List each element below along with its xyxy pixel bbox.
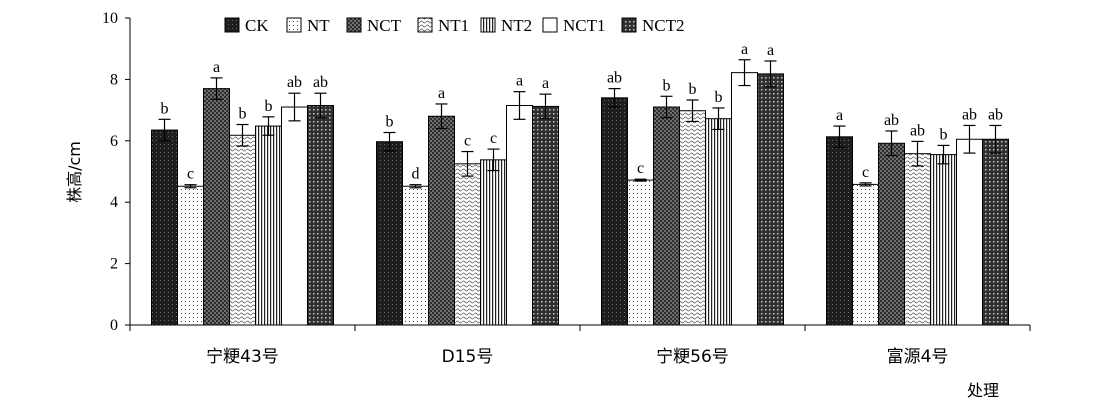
legend-label-nct: NCT <box>367 16 402 35</box>
significance-label: a <box>542 75 549 92</box>
x-category-label: 富源4号 <box>887 347 949 367</box>
bar-nct-0 <box>203 88 230 326</box>
legend-swatch-nct2 <box>621 17 637 33</box>
x-category-label: D15号 <box>442 347 494 367</box>
bar-ck-3 <box>826 136 853 326</box>
significance-label: b <box>239 106 247 123</box>
x-axis-title: 处理 <box>967 381 999 400</box>
significance-label: ab <box>910 122 925 139</box>
bars-layer <box>151 59 1009 326</box>
significance-label: ab <box>884 112 899 129</box>
legend-swatch-nct1 <box>542 17 558 33</box>
significance-label: a <box>836 107 843 124</box>
bar-nt-1 <box>402 185 429 326</box>
bar-nct2-3 <box>982 138 1009 326</box>
bar-nct-3 <box>878 142 905 326</box>
bar-nt2-2 <box>705 118 732 326</box>
bar-nct-2 <box>653 106 680 326</box>
significance-label: c <box>862 164 869 181</box>
x-category-label: 宁粳56号 <box>656 347 729 367</box>
axes-layer: 0 2 4 6 8 10 宁粳43号 D15号 宁粳56号 富源4号 株高/cm 处理 <box>65 10 1031 400</box>
significance-label: c <box>464 133 471 150</box>
y-tick-label: 2 <box>110 256 118 273</box>
bar-ck-0 <box>151 129 178 326</box>
bar-nct2-1 <box>532 105 559 326</box>
bar-nct-1 <box>428 115 455 326</box>
significance-label: b <box>689 81 697 98</box>
legend: CK NT NCT NT1 NT2 NCT1 NCT2 <box>224 16 685 35</box>
bar-ck-2 <box>601 97 628 326</box>
significance-label: a <box>213 59 220 76</box>
bar-nct1-1 <box>506 104 533 326</box>
legend-label-nt2: NT2 <box>501 16 532 35</box>
significance-label: ab <box>988 106 1003 123</box>
legend-label-nct1: NCT1 <box>563 16 606 35</box>
bar-nt2-3 <box>930 154 957 326</box>
legend-label-ck: CK <box>245 16 269 35</box>
y-axis-title: 株高/cm <box>65 141 84 203</box>
legend-label-nt: NT <box>307 16 330 35</box>
bar-nt1-2 <box>679 110 706 326</box>
significance-label: ab <box>962 106 977 123</box>
significance-label: b <box>265 98 273 115</box>
significance-label: a <box>438 85 445 102</box>
legend-swatch-nct <box>346 17 362 33</box>
bar-nt-0 <box>177 185 204 326</box>
bar-nt2-0 <box>255 125 282 326</box>
y-tick-label: 8 <box>110 71 118 88</box>
legend-swatch-nt1 <box>417 17 433 33</box>
significance-label: ab <box>607 70 622 87</box>
legend-swatch-nt2 <box>480 17 496 33</box>
significance-label: b <box>161 100 169 117</box>
y-tick-label: 6 <box>110 133 118 150</box>
x-category-label: 宁粳43号 <box>206 347 279 367</box>
significance-label: b <box>663 77 671 94</box>
bar-nct1-3 <box>956 138 983 326</box>
bar-nct1-2 <box>731 72 758 326</box>
bar-nt-2 <box>627 179 654 326</box>
bar-nt1-1 <box>454 163 481 326</box>
significance-label: d <box>412 166 420 183</box>
significance-label: a <box>767 42 774 59</box>
significance-label: c <box>187 166 194 183</box>
significance-label: c <box>637 160 644 177</box>
bar-nct2-0 <box>307 104 334 326</box>
significance-label: ab <box>313 74 328 91</box>
legend-swatch-nt <box>286 17 302 33</box>
bar-nt1-3 <box>904 153 931 326</box>
y-tick-label: 0 <box>110 317 118 334</box>
significance-label: a <box>516 73 523 90</box>
legend-label-nct2: NCT2 <box>642 16 685 35</box>
bar-nt1-0 <box>229 134 256 326</box>
significance-label: ab <box>287 74 302 91</box>
bar-ck-1 <box>376 141 403 326</box>
legend-label-nt1: NT1 <box>438 16 469 35</box>
significance-label: b <box>715 89 723 106</box>
bar-nct1-0 <box>281 106 308 326</box>
bar-nct2-2 <box>757 73 784 326</box>
y-tick-label: 10 <box>102 10 118 27</box>
significance-label: b <box>940 126 948 143</box>
significance-label: c <box>490 130 497 147</box>
bar-nt-3 <box>852 183 879 326</box>
bar-nt2-1 <box>480 159 507 326</box>
significance-label: b <box>386 114 394 131</box>
legend-swatch-ck <box>224 17 240 33</box>
significance-label: a <box>741 41 748 58</box>
y-tick-label: 4 <box>110 194 118 211</box>
